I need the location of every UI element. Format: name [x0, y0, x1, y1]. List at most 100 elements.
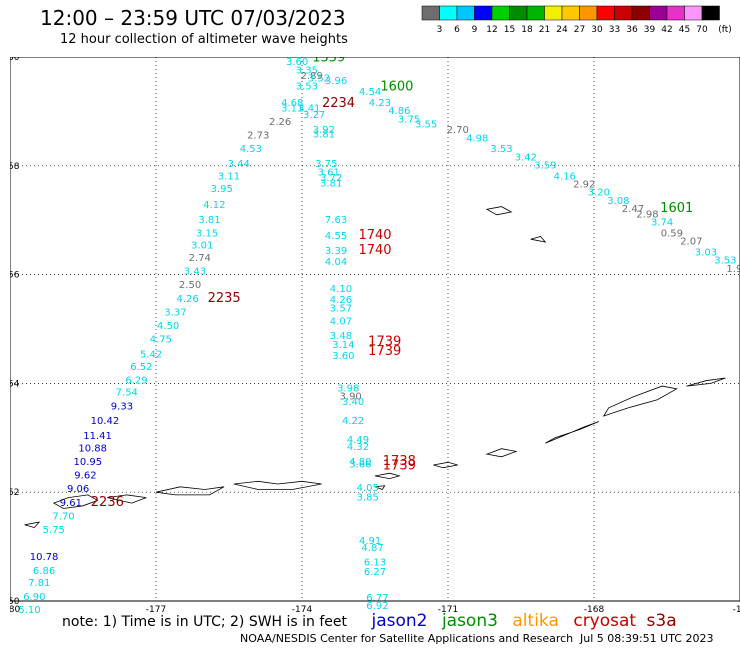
wave-height-label: 3.96 — [325, 76, 347, 87]
wave-height-label: 3.08 — [607, 196, 629, 207]
pass-time-label: 1740 — [358, 243, 391, 258]
island-outline — [530, 236, 547, 243]
legend-tick-label: 39 — [644, 25, 656, 35]
island-outline — [52, 494, 99, 509]
wave-height-label: 2.70 — [447, 125, 469, 136]
island-outline — [374, 472, 401, 480]
legend-swatch — [526, 5, 545, 21]
legend-jason2: jason2 — [371, 611, 428, 631]
wave-height-label: 2.50 — [179, 280, 201, 291]
legend-swatch — [439, 5, 458, 21]
island-outline — [374, 485, 386, 490]
altimeter-map: 3.603.352.893.523.963.53 4.544.68 4.233.11… — [10, 57, 740, 616]
wave-height-label: 10.95 — [74, 457, 103, 468]
island-outline — [686, 377, 726, 387]
wave-height-label: 3.81 — [313, 130, 335, 141]
longitude-label: -177 — [146, 605, 166, 615]
note-text: note: 1) Time is in UTC; 2) SWH is in fe… — [62, 614, 348, 630]
wave-height-label: 5.75 — [43, 525, 65, 536]
legend-swatch — [491, 5, 510, 21]
wave-height-label: 9.62 — [74, 471, 96, 482]
legend-tick-label: 24 — [556, 25, 568, 35]
legend-swatch — [614, 5, 633, 21]
wave-height-label: 7.63 — [325, 215, 347, 226]
longitude-label: -171 — [438, 605, 458, 615]
legend-swatch — [421, 5, 440, 21]
map-subtitle: 12 hour collection of altimeter wave hei… — [60, 32, 348, 47]
wave-height-label: 3.98 — [337, 384, 359, 395]
wave-height-label: 3.27 — [303, 110, 325, 121]
legend-tick-label: 3 — [437, 25, 443, 35]
wave-height-label: 3.90 — [340, 392, 362, 403]
wave-height-label: 6.92 — [366, 601, 388, 612]
latitude-label: 54 — [10, 379, 20, 389]
legend-swatch — [474, 5, 493, 21]
wave-height-label: 10.78 — [30, 552, 59, 563]
wave-height-label: 9.61 — [60, 498, 82, 509]
wave-height-label: 2.89 — [301, 71, 323, 82]
island-outline — [602, 385, 678, 417]
wave-height-label: 3.85 — [357, 492, 379, 503]
legend-cryosat: cryosat — [573, 611, 637, 631]
wave-height-label: 4.16 — [554, 171, 576, 182]
latitude-label: 50 — [10, 597, 20, 607]
pass-time-label: 1739 — [383, 458, 416, 473]
legend-tick-label: 27 — [574, 25, 585, 35]
legend-swatch — [684, 5, 703, 21]
wave-height-label: 3.57 — [330, 304, 352, 315]
legend-swatch — [561, 5, 580, 21]
legend-tick-label: 18 — [521, 25, 533, 35]
wave-height-label: 7.54 — [116, 387, 138, 398]
wave-height-label: 2.98 — [636, 209, 658, 220]
wave-height-label: 3.35 — [296, 65, 318, 76]
wave-height-label: 3.40 — [342, 397, 364, 408]
wave-height-label: 7.70 — [52, 511, 74, 522]
wave-height-label: 4.54 — [359, 87, 381, 98]
wave-height-label: 6.77 — [366, 593, 388, 604]
wave-height-label: 3.41 — [298, 103, 320, 114]
wave-height-label: 4.55 — [325, 231, 347, 242]
wave-height-label: 3.53 — [490, 144, 512, 155]
legend-s3a: s3a — [646, 611, 677, 631]
pass-time-labels: 1559160022341601174017402235173917391738… — [91, 57, 693, 510]
wave-height-label: 2.26 — [269, 117, 291, 128]
wave-height-label: 6.13 — [364, 558, 386, 569]
wave-height-label: 7.81 — [28, 578, 50, 589]
longitude-label: -180 — [10, 605, 20, 615]
wave-height-label: 3.75 — [398, 114, 420, 125]
pass-time-label: 2235 — [208, 291, 241, 306]
wave-height-label: 6.90 — [23, 592, 45, 603]
wave-height-label: 3.43 — [184, 267, 206, 278]
wave-height-label: 4.05 — [357, 483, 379, 494]
pass-time-label: 1739 — [368, 334, 401, 349]
wave-height-label: 4.98 — [466, 133, 488, 144]
wave-height-label: 3.39 — [325, 246, 347, 257]
wave-height-label: 3.66 — [349, 460, 371, 471]
wave-height-label: 2.07 — [680, 237, 702, 248]
wave-height-labels: 3.603.352.893.523.963.53 4.544.68 4.233.11… — [18, 57, 740, 616]
map-frame — [10, 57, 740, 602]
wave-height-label: 4.22 — [342, 416, 364, 427]
wave-height-label: 4.26 — [177, 294, 199, 305]
legend-tick-label: 45 — [679, 25, 690, 35]
wave-height-label: 3.11 — [218, 171, 240, 182]
wave-height-label: 4.23 — [369, 98, 391, 109]
wave-height-label: 5.42 — [140, 349, 162, 360]
credit-line: NOAA/NESDIS Center for Satellite Applica… — [240, 632, 574, 645]
wave-height-label: 3.53 — [296, 82, 318, 93]
aleutian-islands-coastline — [24, 206, 726, 529]
island-outline — [233, 480, 322, 490]
wave-height-label: 4.07 — [330, 317, 352, 328]
wave-height-label: 3.95 — [211, 184, 233, 195]
wave-height-label: 4.87 — [361, 543, 383, 554]
wave-height-label: 3.48 — [330, 331, 352, 342]
longitude-label: -168 — [584, 605, 605, 615]
island-outline — [485, 206, 513, 216]
wave-height-label: 0.59 — [661, 229, 683, 240]
island-outline — [155, 486, 225, 496]
legend-tick-label: 12 — [486, 25, 497, 35]
wave-height-label: 6.27 — [364, 567, 386, 578]
wave-height-label: 5.10 — [18, 605, 40, 616]
legend-tick-label: 42 — [661, 25, 672, 35]
wave-height-label: 4.68 — [281, 98, 303, 109]
